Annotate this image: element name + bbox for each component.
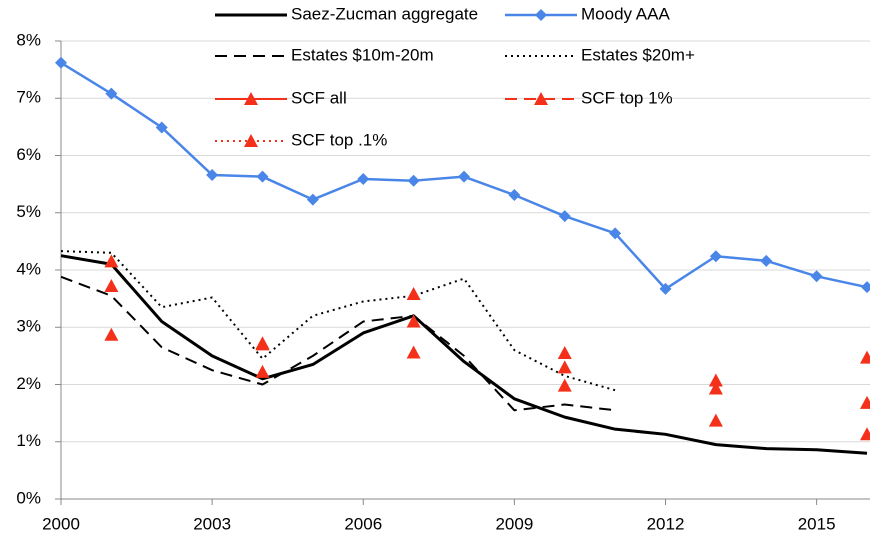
legend-label: SCF top .1%: [291, 130, 387, 149]
marker: [406, 345, 421, 359]
series-line: [60, 254, 868, 455]
marker: [244, 92, 258, 105]
marker: [55, 56, 67, 69]
marker: [860, 427, 870, 441]
y-tick-label: 5%: [16, 202, 41, 221]
marker: [860, 350, 870, 364]
marker: [760, 254, 773, 267]
marker: [104, 254, 119, 268]
marker: [557, 346, 572, 360]
marker: [708, 413, 723, 427]
marker: [557, 378, 572, 392]
marker: [406, 287, 421, 301]
marker: [255, 336, 270, 350]
legend-label: Moody AAA: [581, 4, 670, 23]
marker: [508, 189, 521, 202]
marker: [155, 121, 168, 134]
marker: [609, 227, 622, 240]
marker: [105, 87, 118, 100]
x-tick-label: 2006: [344, 514, 382, 533]
y-tick-label: 3%: [16, 317, 41, 336]
y-tick-label: 7%: [16, 88, 41, 107]
marker: [255, 364, 270, 378]
marker: [244, 134, 258, 147]
marker: [206, 168, 219, 181]
x-tick-label: 2000: [42, 514, 80, 533]
legend-label: Estates $20m+: [581, 45, 695, 64]
legend-label: Estates $10m-20m: [291, 45, 434, 64]
legend-label: SCF top 1%: [581, 88, 673, 107]
marker: [458, 170, 470, 183]
marker: [708, 373, 723, 387]
x-tick-label: 2015: [798, 514, 836, 533]
y-tick-label: 8%: [16, 30, 41, 49]
legend-label: SCF all: [291, 88, 347, 107]
legend-label: Saez-Zucman aggregate: [291, 4, 478, 23]
marker: [557, 360, 572, 374]
marker: [558, 210, 571, 223]
marker: [306, 193, 319, 206]
x-tick-label: 2012: [647, 514, 685, 533]
marker: [860, 395, 870, 409]
y-tick-label: 1%: [16, 431, 41, 450]
marker: [407, 174, 420, 187]
y-tick-label: 2%: [16, 374, 41, 393]
series-line: [60, 275, 616, 412]
marker: [659, 282, 672, 295]
y-tick-label: 6%: [16, 145, 41, 164]
marker: [810, 270, 823, 283]
x-tick-label: 2003: [193, 514, 231, 533]
x-tick-label: 2009: [495, 514, 533, 533]
y-tick-label: 0%: [16, 488, 41, 507]
series-line: [60, 250, 616, 392]
y-tick-label: 4%: [16, 259, 41, 278]
marker: [535, 9, 547, 21]
marker: [104, 279, 119, 293]
marker: [406, 314, 421, 328]
marker: [534, 92, 548, 105]
marker: [104, 327, 119, 341]
marker: [708, 381, 723, 395]
marker: [256, 170, 269, 183]
marker: [357, 172, 370, 185]
marker: [861, 281, 870, 294]
marker: [709, 250, 722, 263]
